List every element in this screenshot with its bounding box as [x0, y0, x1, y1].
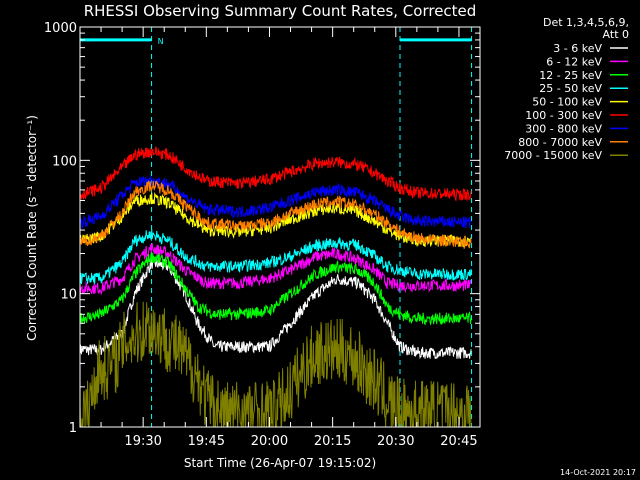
legend-entry-label: 50 - 100 keV [532, 96, 602, 109]
x-tick-label: 20:00 [251, 434, 288, 449]
series-line [79, 252, 472, 326]
legend-entry-label: 800 - 7000 keV [518, 136, 602, 149]
axes: 1 10 100 1000 19:30 19:45 20:00 20:15 20:30 20:45 [44, 21, 481, 449]
series-line [79, 242, 472, 296]
legend-header-line-1: Det 1,3,4,5,6,9, [543, 16, 629, 29]
legend-entry-label: 12 - 25 keV [539, 69, 602, 82]
legend-entry-label: 6 - 12 keV [546, 55, 602, 68]
y-axis-label: Corrected Count Rate (s⁻¹ detector⁻¹) [25, 115, 39, 341]
plot-area: N [79, 27, 473, 428]
x-axis-label: Start Time (26-Apr-07 19:15:02) [184, 456, 376, 470]
legend-header-line-2: Att 0 [603, 28, 629, 41]
series-line [79, 180, 472, 249]
y-tick-label: 1 [69, 421, 77, 436]
legend-entry-label: 300 - 800 keV [525, 122, 602, 135]
legend-entry-label: 3 - 6 keV [553, 42, 602, 55]
x-tick-label: 20:30 [377, 434, 414, 449]
night-marker: N [158, 37, 164, 46]
series-line [79, 256, 472, 360]
generation-timestamp: 14-Oct-2021 20:17 [560, 468, 636, 477]
legend-entry-label: 100 - 300 keV [525, 109, 602, 122]
legend-entry-label: 25 - 50 keV [539, 82, 602, 95]
series-line [79, 146, 472, 202]
x-tick-label: 20:15 [314, 434, 351, 449]
series-line [79, 229, 472, 285]
chart-title: RHESSI Observing Summary Count Rates, Co… [84, 2, 477, 20]
y-tick-label: 100 [52, 154, 77, 169]
x-tick-label: 19:30 [124, 434, 161, 449]
series-line [79, 175, 472, 229]
legend-entry-label: 7000 - 15000 keV [504, 149, 602, 162]
plot-frame [79, 26, 481, 428]
y-tick-label: 1000 [44, 21, 77, 36]
y-tick-label: 10 [60, 288, 77, 303]
x-tick-label: 20:45 [440, 434, 477, 449]
x-tick-label: 19:45 [188, 434, 225, 449]
